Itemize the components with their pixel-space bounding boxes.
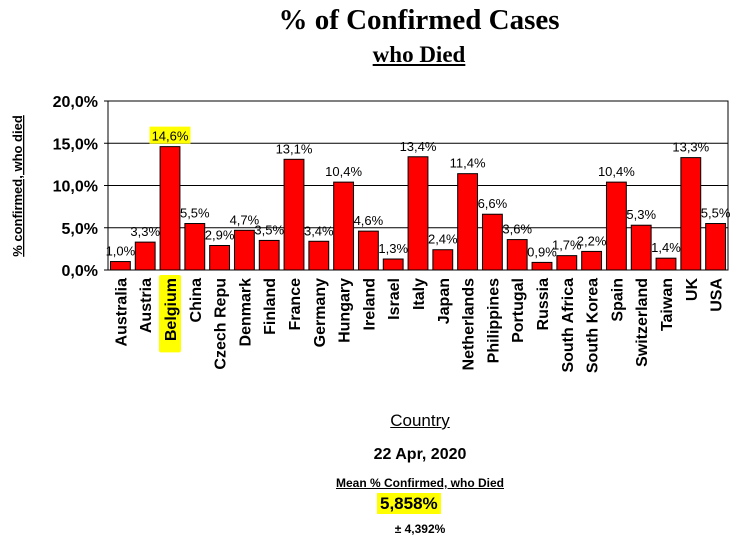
value-label: 6,6% — [478, 196, 508, 211]
mean-value: 5,858% — [377, 493, 441, 514]
value-label: 2,9% — [205, 227, 235, 242]
category-label: Denmark — [237, 278, 254, 347]
bar — [407, 156, 429, 271]
bar-chart: 0,0% 5,0% 10,0% 15,0% 20,0% % confirmed, who … — [10, 94, 731, 373]
category-label: Ireland — [361, 278, 378, 330]
value-label: 13,3% — [672, 140, 709, 155]
category-label: Finland — [262, 278, 279, 335]
category-label: Italy — [411, 278, 428, 310]
value-label: 10,4% — [598, 164, 635, 179]
x-axis-title: Country — [390, 411, 450, 430]
bar — [308, 240, 330, 271]
bar — [184, 223, 206, 271]
category-label: Germany — [312, 278, 329, 347]
category-label: China — [188, 278, 205, 323]
y-tick-label: 0,0% — [62, 263, 98, 280]
category-label: Israel — [386, 278, 403, 320]
bar — [159, 146, 181, 271]
bar — [457, 173, 479, 271]
value-label: 1,0% — [106, 244, 136, 259]
bar — [630, 224, 652, 271]
bar — [481, 213, 503, 271]
y-tick-label: 20,0% — [53, 94, 98, 111]
category-label: Austria — [138, 278, 155, 333]
bar — [605, 181, 627, 271]
chart-subtitle: who Died — [372, 42, 466, 67]
bar — [705, 223, 727, 271]
std-dev-label: ± 4,392% — [394, 522, 446, 536]
value-label-highlight — [149, 126, 191, 144]
value-label: 5,5% — [180, 206, 210, 221]
value-label: 13,1% — [276, 141, 313, 156]
bar — [357, 230, 379, 271]
mean-label: Mean % Confirmed, who Died — [335, 476, 504, 490]
category-label: South Africa — [560, 278, 577, 373]
bar — [283, 158, 305, 271]
value-label: 10,4% — [325, 164, 362, 179]
bar — [506, 239, 528, 271]
value-label: 14,6% — [152, 129, 189, 144]
date-label: 22 Apr, 2020 — [373, 446, 467, 463]
y-tick-label: 10,0% — [53, 179, 98, 196]
bar — [680, 157, 702, 271]
category-label: Japan — [436, 278, 453, 324]
chart-title: % of Confirmed Cases — [278, 4, 560, 36]
y-axis-title: % confirmed, who died — [10, 115, 25, 257]
category-label: Netherlands — [461, 278, 478, 371]
bar — [233, 229, 255, 271]
bar — [655, 257, 677, 271]
category-label: Portugal — [510, 278, 527, 343]
category-label: Hungary — [337, 278, 354, 343]
value-label: 2,2% — [577, 233, 607, 248]
bar — [556, 255, 578, 271]
value-label: 5,3% — [626, 207, 656, 222]
value-label: 4,6% — [354, 213, 384, 228]
category-label: Czech Repu — [213, 278, 230, 370]
y-tick-label: 5,0% — [62, 221, 98, 238]
value-label: 2,4% — [428, 232, 458, 247]
bar — [109, 261, 131, 271]
category-label: Spain — [609, 278, 626, 322]
category-label: Philippines — [485, 278, 502, 363]
category-label: France — [287, 278, 304, 331]
value-label: 1,7% — [552, 238, 582, 253]
value-label: 3,5% — [254, 222, 284, 237]
value-label: 3,4% — [304, 223, 334, 238]
value-label: 11,4% — [450, 156, 486, 171]
bar — [432, 249, 454, 271]
value-label: 1,3% — [378, 241, 408, 256]
category-label: Switzerland — [634, 278, 651, 367]
value-label: 3,6% — [502, 222, 532, 237]
value-label: 0,9% — [527, 244, 557, 259]
bar — [134, 241, 156, 271]
value-label: 13,4% — [400, 139, 437, 154]
y-tick-label: 15,0% — [53, 136, 98, 153]
category-label: Taiwan — [659, 278, 676, 331]
bar — [333, 181, 355, 271]
category-label: UK — [684, 278, 701, 302]
bar — [258, 239, 280, 271]
category-label: USA — [709, 278, 726, 312]
value-label: 3,3% — [130, 224, 160, 239]
value-label: 4,7% — [230, 212, 260, 227]
bar — [581, 250, 603, 271]
category-label: Australia — [113, 278, 130, 347]
bar — [382, 258, 404, 271]
value-label: 1,4% — [651, 240, 681, 255]
category-label: Belgium — [163, 278, 180, 341]
bar — [209, 244, 231, 271]
category-label: Russia — [535, 278, 552, 331]
category-label: South Korea — [585, 278, 602, 373]
category-label-highlight — [159, 275, 181, 353]
bar — [531, 261, 553, 271]
value-label: 5,5% — [701, 206, 731, 221]
